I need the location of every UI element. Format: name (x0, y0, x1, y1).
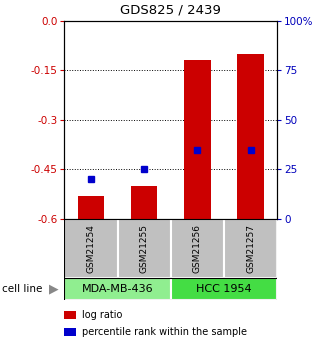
Text: GSM21255: GSM21255 (140, 224, 149, 273)
Bar (131, 186, 157, 219)
Text: ▶: ▶ (49, 283, 58, 295)
Text: HCC 1954: HCC 1954 (196, 284, 252, 294)
Text: GSM21254: GSM21254 (86, 224, 95, 273)
Text: GSM21257: GSM21257 (246, 224, 255, 273)
Bar (171, 278, 277, 300)
Bar (237, 54, 264, 219)
Bar (64, 310, 76, 319)
Bar (171, 219, 224, 278)
Title: GDS825 / 2439: GDS825 / 2439 (120, 4, 221, 17)
Bar (184, 60, 211, 219)
Text: percentile rank within the sample: percentile rank within the sample (82, 327, 248, 337)
Text: log ratio: log ratio (82, 310, 123, 320)
Bar (224, 219, 277, 278)
Text: GSM21256: GSM21256 (193, 224, 202, 273)
Text: cell line: cell line (2, 284, 42, 294)
Bar (117, 219, 171, 278)
Bar (64, 278, 171, 300)
Bar (78, 196, 104, 219)
Bar (64, 328, 76, 336)
Text: MDA-MB-436: MDA-MB-436 (82, 284, 153, 294)
Bar (64, 219, 117, 278)
